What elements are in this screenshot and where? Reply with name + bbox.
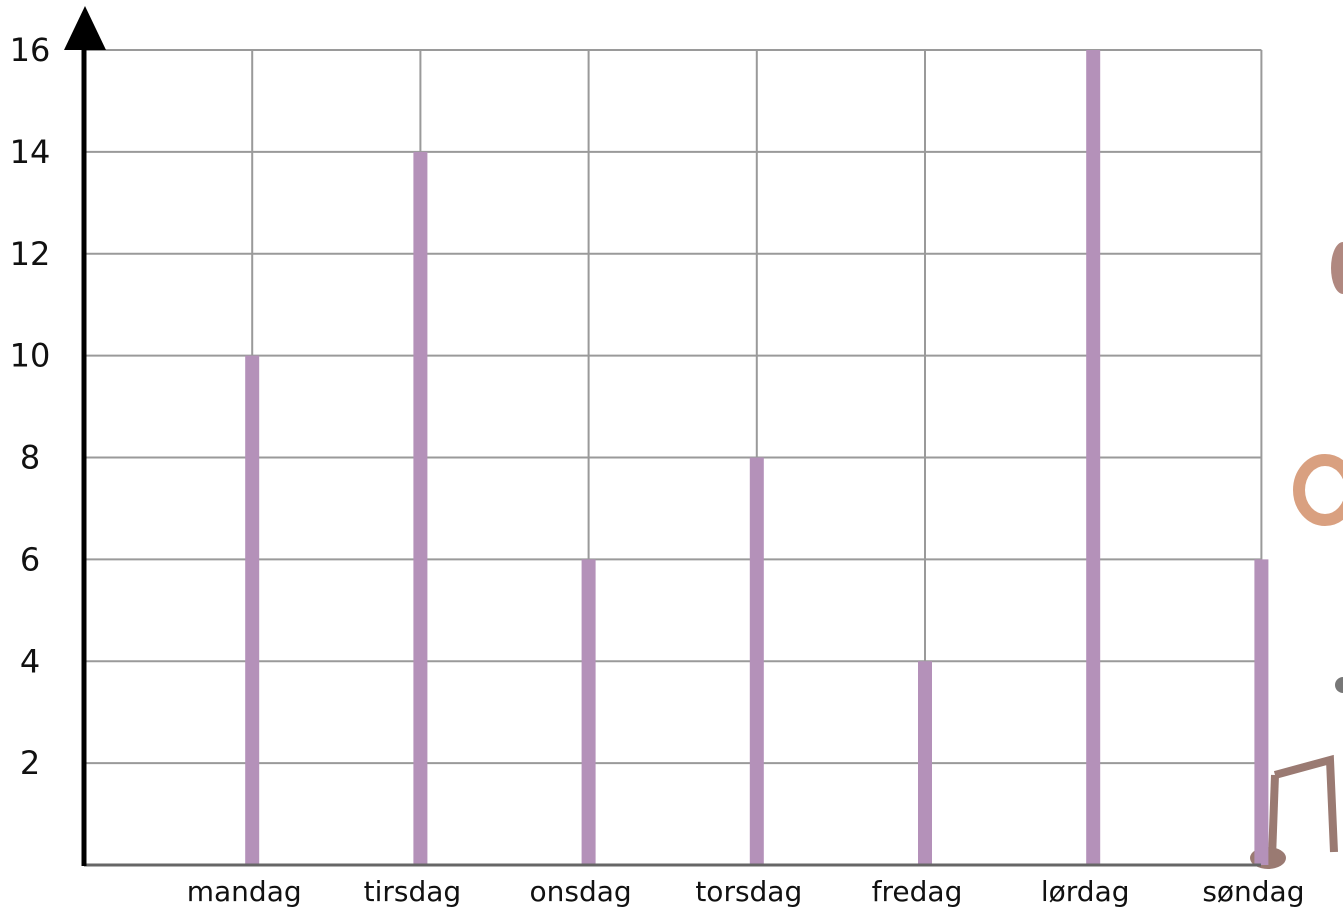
y-tick-label: 10 xyxy=(10,337,51,375)
bar xyxy=(413,151,428,865)
bar xyxy=(1254,559,1269,865)
y-tick-label: 2 xyxy=(20,744,40,782)
y-tick-label: 6 xyxy=(20,540,40,578)
x-tick-label: lørdag xyxy=(1041,875,1130,908)
y-tick-label: 4 xyxy=(20,642,40,680)
y-axis-arrow xyxy=(64,6,106,50)
x-tick-label: tirsdag xyxy=(364,875,462,908)
y-tick-label: 8 xyxy=(20,439,40,477)
x-tick-label: torsdag xyxy=(695,875,802,908)
y-tick-label: 16 xyxy=(10,31,51,69)
bar xyxy=(749,457,764,865)
y-tick-label: 14 xyxy=(10,133,51,171)
bar xyxy=(918,661,932,865)
x-tick-label: fredag xyxy=(872,875,963,908)
bar xyxy=(1086,50,1101,865)
x-tick-label: søndag xyxy=(1202,875,1304,908)
bar xyxy=(245,355,260,865)
bar xyxy=(581,559,596,865)
x-tick-label: mandag xyxy=(187,875,302,908)
y-tick-label: 12 xyxy=(10,235,51,273)
x-tick-label: onsdag xyxy=(530,875,632,908)
